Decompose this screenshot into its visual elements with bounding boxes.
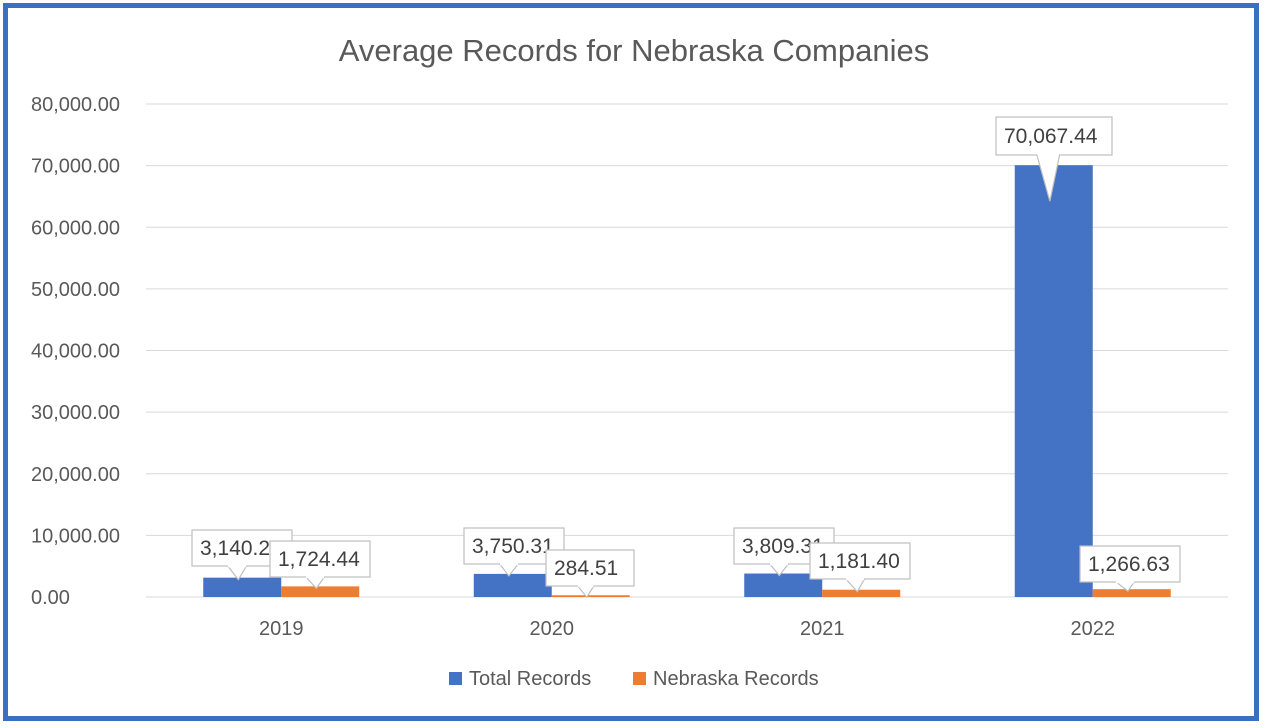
data-label-pointer	[304, 575, 326, 590]
data-label: 3,809.31	[742, 535, 824, 558]
data-label: 1,181.40	[818, 550, 900, 573]
x-category-label: 2021	[800, 618, 845, 640]
bar	[744, 573, 823, 597]
data-label-pointer	[576, 584, 595, 599]
y-tick-label: 30,000.00	[31, 402, 120, 424]
data-label-callout: 1,181.40	[809, 542, 911, 593]
y-axis-ticks: 0.00 10,000.00 20,000.00 30,000.00 40,000.00…	[31, 94, 120, 609]
data-label: 3,750.31	[472, 535, 554, 558]
data-label: 1,724.44	[278, 548, 360, 571]
data-label-box	[809, 542, 911, 580]
bar	[822, 589, 901, 597]
bar	[473, 573, 552, 597]
data-label-pointer	[768, 562, 790, 577]
legend-label: Total Records	[469, 668, 591, 690]
data-label-callout: 70,067.44	[995, 116, 1113, 202]
y-tick-label: 40,000.00	[31, 341, 120, 363]
legend-swatch	[633, 672, 646, 685]
data-label-box	[995, 116, 1113, 156]
legend-label: Nebraska Records	[653, 668, 819, 690]
bar	[1014, 165, 1093, 597]
y-tick-label: 80,000.00	[31, 94, 120, 116]
legend-swatch	[449, 672, 462, 685]
y-tick-label: 20,000.00	[31, 464, 120, 486]
data-label-pointer	[1036, 153, 1061, 202]
y-tick-label: 0.00	[31, 587, 70, 609]
data-label-callout: 284.51	[545, 549, 635, 599]
x-category-label: 2022	[1071, 618, 1116, 640]
y-tick-label: 10,000.00	[31, 525, 120, 547]
y-tick-label: 60,000.00	[31, 217, 120, 239]
x-category-label: 2019	[259, 618, 304, 640]
y-tick-label: 70,000.00	[31, 156, 120, 178]
bar	[551, 595, 630, 597]
x-category-label: 2020	[530, 618, 575, 640]
data-label: 70,067.44	[1004, 125, 1098, 148]
data-label: 1,266.63	[1088, 553, 1170, 576]
bar	[203, 577, 282, 597]
bar	[1092, 589, 1171, 597]
data-label-callout: 1,724.44	[269, 540, 371, 590]
data-label-callout: 1,266.63	[1079, 545, 1181, 593]
chart-title: Average Records for Nebraska Companies	[339, 33, 929, 68]
data-label-pointer	[498, 562, 520, 577]
data-label-pointer	[1114, 580, 1136, 593]
y-tick-label: 50,000.00	[31, 279, 120, 301]
data-label: 284.51	[554, 557, 618, 580]
x-axis-categories: 2019 2020 2021 2022	[259, 618, 1115, 640]
bar	[281, 586, 360, 597]
legend: Total Records Nebraska Records	[449, 668, 819, 690]
bars	[203, 165, 1171, 597]
data-label-pointer	[844, 577, 866, 593]
data-label-pointer	[226, 564, 248, 581]
data-label-box	[545, 549, 635, 587]
data-label: 3,140.2	[200, 537, 270, 560]
